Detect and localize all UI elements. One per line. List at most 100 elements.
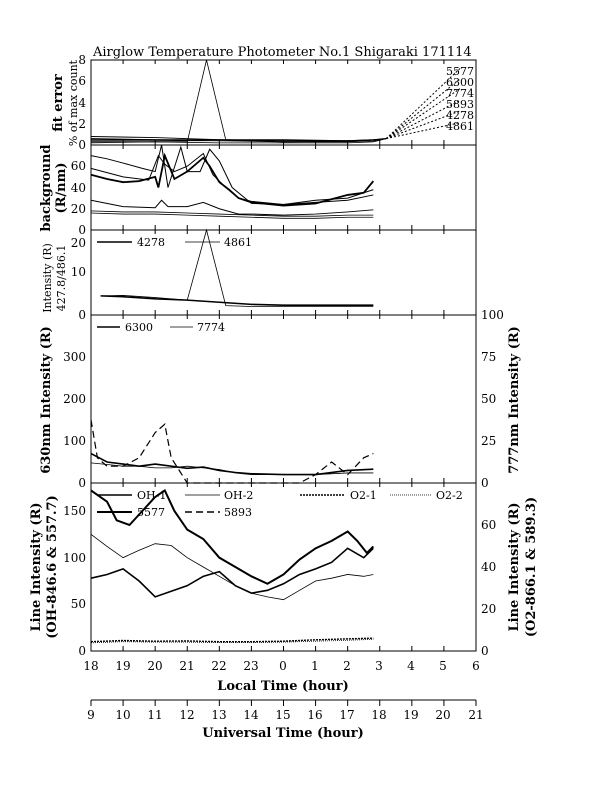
red-ytick-left: 300 bbox=[63, 350, 86, 364]
series-line-4278 bbox=[91, 59, 387, 143]
series-line-5893 bbox=[90, 419, 374, 484]
blue-ytick: 0 bbox=[78, 308, 86, 322]
ut-tick: 10 bbox=[115, 708, 130, 722]
legend-o21: O2-1 bbox=[350, 489, 377, 502]
red-ytick-right: 25 bbox=[481, 434, 496, 448]
legend-oh1: OH-1 bbox=[137, 489, 166, 502]
ut-tick: 13 bbox=[211, 708, 226, 722]
red-ytick-right: 75 bbox=[481, 350, 496, 364]
ut-tick: 20 bbox=[435, 708, 450, 722]
fit-ytick: 2 bbox=[78, 117, 86, 131]
fit-ylabel-1: fit error bbox=[51, 74, 66, 132]
lt-tick: 0 bbox=[279, 659, 287, 673]
fit-ylabel-2: % of max count bbox=[67, 59, 80, 146]
legend-6300: 6300 bbox=[125, 321, 153, 334]
legend-5893: 5893 bbox=[224, 506, 252, 519]
red-ylabel-left: 630nm Intensity (R) bbox=[39, 326, 54, 474]
bg-ylabel-1: background bbox=[39, 144, 54, 231]
red-ylabel-right: 777nm Intensity (R) bbox=[507, 326, 522, 474]
ut-tick: 12 bbox=[179, 708, 194, 722]
ut-tick: 17 bbox=[339, 708, 354, 722]
series-line-s6 bbox=[90, 212, 374, 219]
tick-marks bbox=[90, 60, 477, 706]
panel-background-frame bbox=[90, 144, 477, 231]
series-line-s5 bbox=[90, 210, 374, 217]
bg-ytick: 40 bbox=[71, 181, 86, 195]
universal-time-label: Universal Time (hour) bbox=[202, 726, 364, 741]
series-line-s1 bbox=[90, 152, 375, 207]
line-ylabel-left-2: (OH-846.6 & 557.7) bbox=[45, 495, 60, 639]
fit-ytick: 6 bbox=[78, 74, 86, 88]
panel-fit-error-frame bbox=[90, 59, 477, 146]
red-ytick-right: 50 bbox=[481, 392, 496, 406]
red-ytick-right: 0 bbox=[481, 476, 489, 490]
series-line-4861 bbox=[100, 228, 374, 307]
line-ytick-right: 40 bbox=[481, 560, 496, 574]
lt-tick: 21 bbox=[179, 659, 194, 673]
series-line-O2-1 bbox=[90, 637, 374, 643]
legend-7774: 7774 bbox=[197, 321, 225, 334]
line-ylabel-right-1: Line Intensity (R) bbox=[507, 502, 522, 631]
lt-tick: 6 bbox=[472, 659, 480, 673]
bg-ytick: 0 bbox=[78, 223, 86, 237]
bg-ylabel-2: (R/nm) bbox=[54, 162, 69, 213]
blue-ytick: 20 bbox=[71, 236, 86, 250]
lt-tick: 23 bbox=[243, 659, 258, 673]
line-ylabel-right-2: (O2-866.1 & 589.3) bbox=[524, 497, 539, 637]
legend-4278: 4278 bbox=[137, 236, 165, 249]
blue-ylabel-1: Intensity (R) bbox=[41, 243, 54, 313]
lt-tick: 19 bbox=[115, 659, 130, 673]
red-ytick-left: 100 bbox=[63, 434, 86, 448]
series-tail-7774 bbox=[385, 88, 461, 140]
lt-tick: 4 bbox=[407, 659, 415, 673]
series-tail-5577 bbox=[385, 68, 461, 139]
line-ytick-left: 150 bbox=[63, 504, 86, 518]
ut-tick: 14 bbox=[243, 708, 259, 722]
series-line-O2-2 bbox=[90, 638, 374, 644]
fit-ytick: 8 bbox=[78, 53, 86, 67]
series-line-5577 bbox=[90, 488, 375, 585]
red-ytick-left: 0 bbox=[78, 476, 86, 490]
ut-tick: 11 bbox=[147, 708, 162, 722]
line-ytick-left: 100 bbox=[63, 551, 86, 565]
data-series bbox=[90, 59, 461, 644]
series-line-s3 bbox=[90, 144, 374, 206]
fit-label-4861: 4861 bbox=[446, 120, 474, 133]
series-line-OH-1 bbox=[90, 547, 374, 598]
red-ytick-right: 100 bbox=[481, 308, 504, 322]
fit-label-5893: 5893 bbox=[446, 98, 474, 111]
fit-label-6300: 6300 bbox=[446, 76, 474, 89]
series-line-7774 bbox=[90, 462, 374, 476]
legend-o22: O2-2 bbox=[436, 489, 463, 502]
local-time-label: Local Time (hour) bbox=[217, 679, 349, 694]
lt-tick: 18 bbox=[83, 659, 98, 673]
line-ytick-left: 50 bbox=[71, 597, 86, 611]
ut-tick: 19 bbox=[403, 708, 418, 722]
lt-tick: 5 bbox=[439, 659, 447, 673]
fit-ytick: 0 bbox=[78, 138, 86, 152]
series-line-4861 bbox=[90, 138, 387, 144]
lt-tick: 22 bbox=[211, 659, 226, 673]
red-ytick-left: 200 bbox=[63, 392, 86, 406]
legend-oh2: OH-2 bbox=[224, 489, 253, 502]
legend-4861: 4861 bbox=[224, 236, 252, 249]
series-line-6300 bbox=[90, 452, 374, 476]
series-line-4278 bbox=[100, 295, 374, 307]
series-tail-4278 bbox=[385, 110, 461, 140]
bg-ytick: 60 bbox=[71, 159, 86, 173]
panel-red-intensity-frame bbox=[90, 314, 477, 484]
ut-tick: 16 bbox=[307, 708, 322, 722]
line-ytick-right: 0 bbox=[481, 644, 489, 658]
lt-tick: 3 bbox=[375, 659, 383, 673]
ut-tick: 18 bbox=[371, 708, 386, 722]
series-line-s4 bbox=[90, 199, 374, 216]
line-ytick-right: 60 bbox=[481, 518, 496, 532]
lt-tick: 1 bbox=[311, 659, 319, 673]
ut-tick: 15 bbox=[275, 708, 290, 722]
series-line-OH-2 bbox=[90, 534, 374, 601]
blue-ytick: 10 bbox=[71, 265, 86, 279]
fit-label-7774: 7774 bbox=[446, 87, 474, 100]
ut-tick: 9 bbox=[87, 708, 95, 722]
series-line-s2 bbox=[90, 152, 374, 206]
